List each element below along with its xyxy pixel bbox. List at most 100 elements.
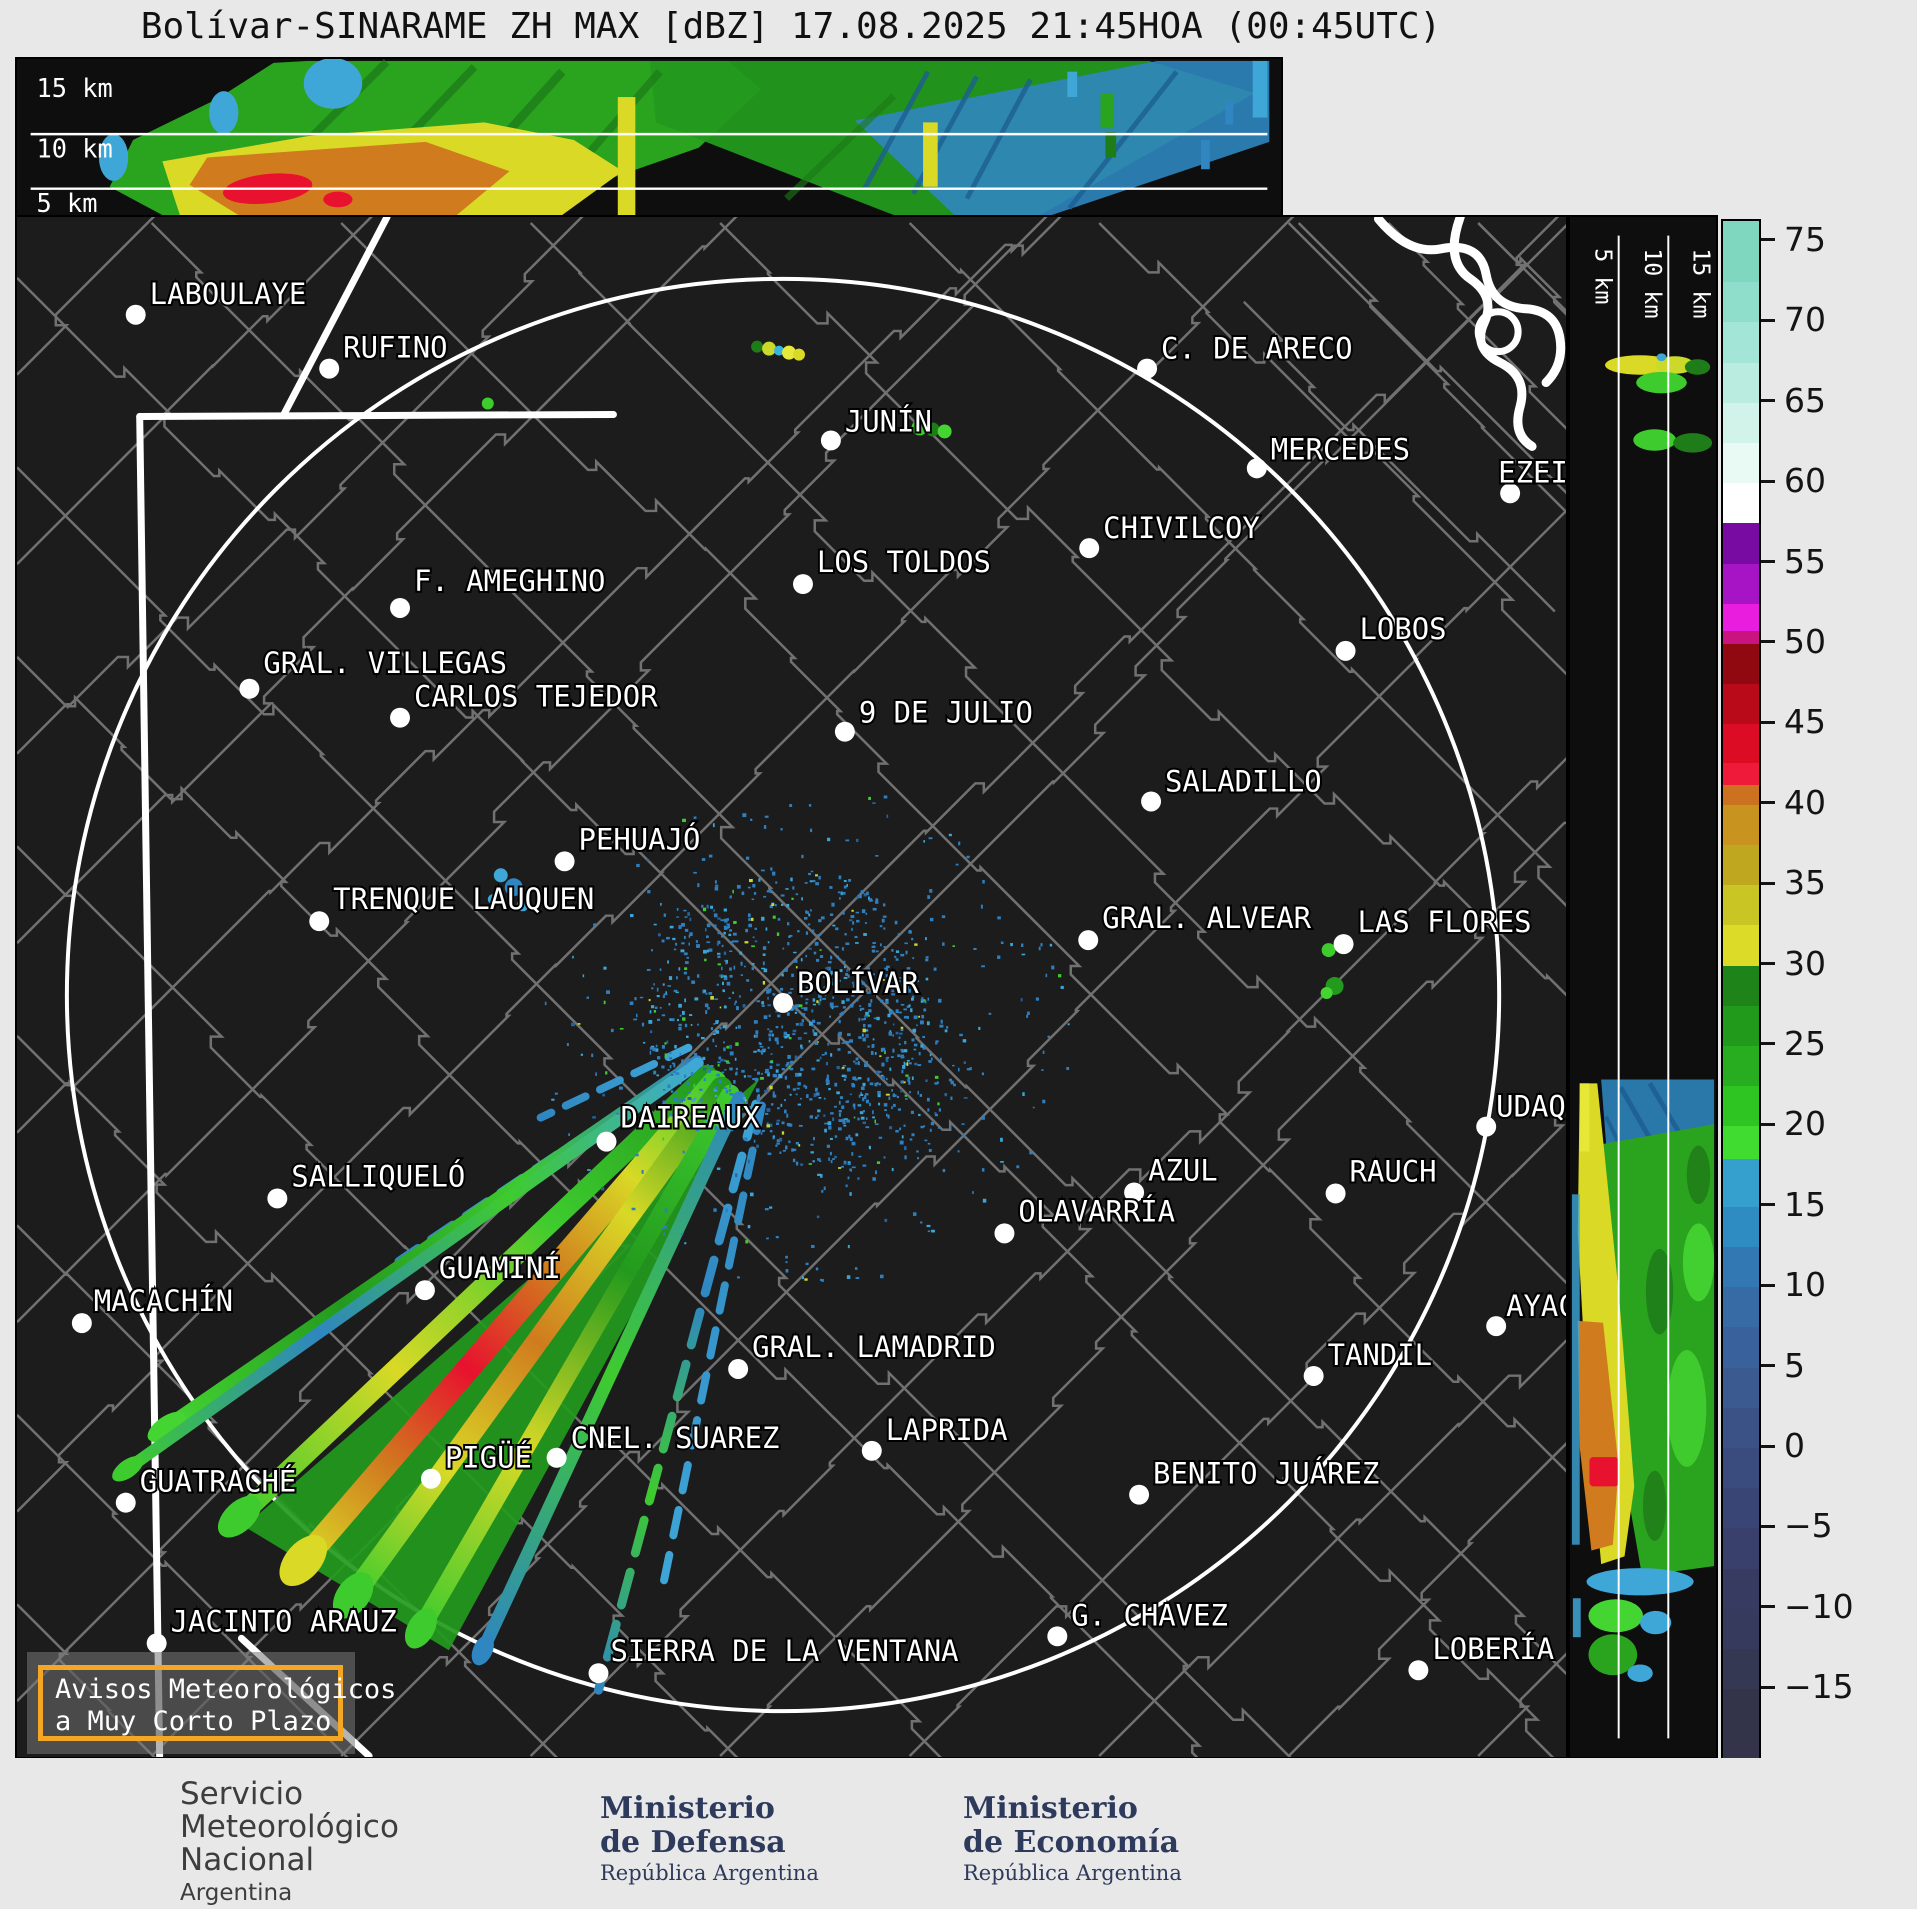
- city-dot: [1335, 640, 1356, 661]
- colorbar-tick-label: −10: [1784, 1586, 1854, 1626]
- radar-echo-blob: [774, 345, 785, 356]
- radar-echo-streak-tip: [147, 1411, 186, 1442]
- colorbar-band: [1723, 1528, 1759, 1570]
- colorbar-tick-label: 25: [1784, 1023, 1826, 1063]
- colorbar-band: [1723, 643, 1759, 685]
- radar-echo: [323, 191, 353, 208]
- dbz-colorbar: [1721, 219, 1761, 1761]
- city-dot: [239, 678, 260, 699]
- colorbar-tick: [1761, 720, 1775, 724]
- right-profile-plot: 5 km 10 km 15 km: [1571, 235, 1716, 1739]
- radar-echo-blob: [937, 424, 952, 439]
- defensa-line2: de Defensa: [600, 1825, 786, 1860]
- city-label: JUNÍN: [845, 404, 932, 438]
- radar-echo: [617, 97, 636, 216]
- city-dot: [390, 707, 410, 728]
- colorbar-tick-label: 70: [1784, 300, 1826, 340]
- warning-line-2: a Muy Corto Plazo: [55, 1706, 332, 1737]
- district-borders: [17, 217, 1566, 1757]
- colorbar-band: [1723, 402, 1759, 444]
- colorbar-band: [1723, 925, 1759, 967]
- colorbar-band: [1723, 442, 1759, 484]
- radar-map-plot: LABOULAYE RUFINO C. DE ARECO JUNÍN MERCEDES E…: [17, 217, 1566, 1757]
- top-altitude-profile-panel: 15 km 10 km 5 km: [15, 57, 1283, 219]
- city-label: AYACUCHO: [1506, 1289, 1566, 1323]
- city-dot: [319, 358, 340, 379]
- city-dot: [71, 1313, 92, 1334]
- colorbar-band: [1723, 965, 1759, 1007]
- city-dot: [1047, 1626, 1068, 1647]
- warning-box-backdrop: Avisos Meteorológicos a Muy Corto Plazo: [27, 1652, 397, 1754]
- radar-echo: [1645, 1248, 1674, 1335]
- altitude-label: 15 km: [1688, 248, 1716, 318]
- radar-echo: [964, 78, 1033, 200]
- colorbar-band: [1723, 885, 1759, 926]
- radar-echo: [303, 59, 363, 109]
- colorbar-band: [1723, 523, 1759, 565]
- colorbar-band: [1723, 1247, 1759, 1288]
- colorbar-tick-label: 5: [1784, 1345, 1805, 1385]
- city-dot: [820, 430, 841, 451]
- radar-echo: [923, 122, 938, 187]
- economia-line2: de Economía: [963, 1825, 1180, 1860]
- colorbar-tick: [1761, 1122, 1775, 1126]
- radar-echo: [1105, 132, 1117, 158]
- colorbar-band: [1723, 1407, 1759, 1449]
- radar-echo: [209, 91, 239, 135]
- warning-line-1: Avisos Meteorológicos: [55, 1674, 397, 1705]
- city-dot: [773, 992, 793, 1013]
- altitude-label: 10 km: [1639, 248, 1667, 318]
- radar-echo-blob: [493, 868, 508, 883]
- colorbar-tick-label: 60: [1784, 461, 1826, 501]
- colorbar-band: [1723, 362, 1759, 404]
- city-dot: [546, 1447, 567, 1468]
- radar-echo: [1656, 353, 1667, 362]
- colorbar-band: [1723, 804, 1759, 846]
- city-label: UDAQUIOLA: [1496, 1090, 1566, 1124]
- colorbar-band: [1723, 1649, 1759, 1690]
- radar-echo-blob: [487, 894, 498, 905]
- radar-echo: [98, 134, 129, 181]
- radar-echo-blob: [1320, 987, 1333, 999]
- radar-echo: [1633, 429, 1677, 451]
- radar-echo: [1586, 1568, 1694, 1596]
- city-label: 9 DE JULIO: [859, 696, 1033, 730]
- city-label: PIGÜÉ: [445, 1441, 532, 1475]
- colorbar-band: [1723, 1158, 1759, 1208]
- colorbar-band: [1723, 844, 1759, 886]
- radar-echo-blob: [792, 348, 805, 361]
- colorbar-band: [1723, 1005, 1759, 1047]
- city-label: CARLOS TEJEDOR: [414, 680, 658, 714]
- colorbar-band: [1723, 603, 1759, 632]
- colorbar-tick: [1761, 640, 1775, 644]
- radar-range-ring: [64, 276, 1502, 1714]
- colorbar-band: [1723, 724, 1759, 764]
- top-profile-plot: 15 km 10 km 5 km: [30, 59, 1270, 217]
- city-label: AZUL: [1148, 1153, 1218, 1187]
- radar-echo-streak: [476, 1091, 746, 1657]
- city-label: MACACHÍN: [94, 1284, 233, 1318]
- colorbar-tick-label: −15: [1784, 1667, 1854, 1707]
- colorbar-tick-label: 35: [1784, 863, 1826, 903]
- colorbar-tick-label: 50: [1784, 621, 1826, 661]
- radar-echo: [1579, 1083, 1590, 1152]
- radar-echo-streak-tip: [279, 1534, 328, 1587]
- radar-echo-streak: [656, 1101, 766, 1603]
- city-label: MERCEDES: [1271, 432, 1410, 466]
- city-dot: [1079, 538, 1100, 559]
- colorbar-tick-label: 45: [1784, 702, 1826, 742]
- city-dot: [115, 1492, 136, 1513]
- colorbar-tick: [1761, 801, 1775, 805]
- city-label: CNEL. SUAREZ: [571, 1421, 780, 1455]
- colorbar-tick: [1761, 1605, 1775, 1609]
- city-label: TANDIL: [1328, 1338, 1432, 1372]
- colorbar-tick-label: 10: [1784, 1265, 1826, 1305]
- radar-echo: [1577, 1320, 1619, 1551]
- radar-echo: [1588, 1599, 1643, 1633]
- city-dot: [834, 721, 855, 742]
- colorbar-band: [1723, 785, 1759, 806]
- radar-echo: [1640, 1610, 1672, 1635]
- colorbar-band: [1723, 221, 1759, 283]
- radar-echo: [1686, 1145, 1711, 1205]
- city-label: GRAL. LAMADRID: [752, 1330, 996, 1364]
